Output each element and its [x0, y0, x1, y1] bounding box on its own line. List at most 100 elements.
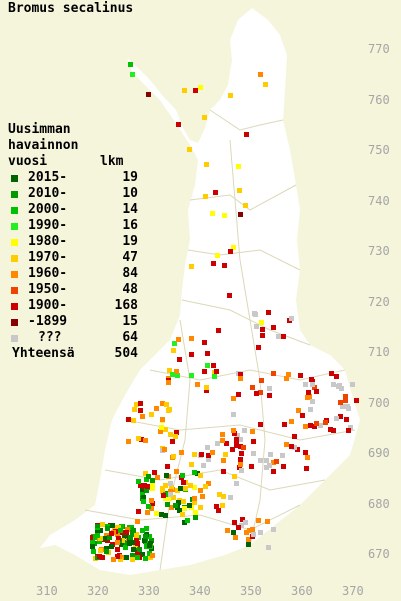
occurrence-marker: [90, 544, 95, 549]
legend-row-count: 48: [122, 282, 138, 297]
occurrence-marker: [211, 363, 216, 368]
occurrence-marker: [258, 72, 263, 77]
occurrence-marker: [338, 414, 343, 419]
occurrence-marker: [231, 396, 236, 401]
legend-swatch: [11, 239, 18, 246]
occurrence-marker: [232, 474, 237, 479]
occurrence-marker: [165, 502, 170, 507]
occurrence-marker: [306, 390, 311, 395]
x-tick-label: 310: [36, 584, 58, 598]
occurrence-marker: [131, 528, 136, 533]
occurrence-marker: [189, 264, 194, 269]
occurrence-marker: [350, 382, 355, 387]
occurrence-marker: [334, 374, 339, 379]
occurrence-marker: [146, 92, 151, 97]
occurrence-marker: [224, 441, 229, 446]
occurrence-marker: [98, 528, 103, 533]
occurrence-marker: [264, 458, 269, 463]
occurrence-marker: [149, 538, 154, 543]
occurrence-marker: [202, 340, 207, 345]
occurrence-marker: [354, 398, 359, 403]
occurrence-marker: [247, 528, 252, 533]
occurrence-marker: [150, 486, 155, 491]
occurrence-marker: [238, 457, 243, 462]
occurrence-marker: [138, 408, 143, 413]
legend-swatch: [11, 319, 18, 326]
occurrence-marker: [225, 528, 230, 533]
occurrence-marker: [152, 470, 157, 475]
occurrence-marker: [303, 382, 308, 387]
occurrence-marker: [154, 406, 159, 411]
occurrence-marker: [308, 423, 313, 428]
occurrence-marker: [344, 417, 349, 422]
occurrence-marker: [174, 469, 179, 474]
legend-row: ??? 64: [8, 330, 138, 346]
occurrence-marker: [150, 501, 155, 506]
occurrence-marker: [331, 428, 336, 433]
legend-row: 1970- 47: [8, 250, 138, 266]
occurrence-marker: [244, 530, 249, 535]
occurrence-marker: [125, 527, 130, 532]
y-tick-label: 730: [368, 244, 390, 258]
occurrence-marker: [337, 383, 342, 388]
occurrence-marker: [231, 530, 236, 535]
occurrence-marker: [267, 463, 272, 468]
occurrence-marker: [195, 382, 200, 387]
occurrence-marker: [238, 444, 243, 449]
occurrence-marker: [119, 524, 124, 529]
legend-row: 2010- 10: [8, 186, 138, 202]
occurrence-marker: [144, 544, 149, 549]
region-border: [104, 469, 326, 491]
occurrence-marker: [221, 494, 226, 499]
occurrence-marker: [141, 495, 146, 500]
occurrence-marker: [254, 391, 259, 396]
occurrence-marker: [210, 450, 215, 455]
occurrence-marker: [271, 469, 276, 474]
occurrence-marker: [182, 520, 187, 525]
occurrence-marker: [198, 505, 203, 510]
occurrence-marker: [271, 325, 276, 330]
occurrence-marker: [339, 386, 344, 391]
occurrence-marker: [176, 122, 181, 127]
occurrence-marker: [231, 428, 236, 433]
occurrence-marker: [144, 488, 149, 493]
occurrence-marker: [201, 463, 206, 468]
occurrence-marker: [181, 499, 186, 504]
occurrence-marker: [97, 554, 102, 559]
occurrence-marker: [180, 512, 185, 517]
legend-row-label: 1980-: [28, 234, 68, 249]
legend-row: 2000- 14: [8, 202, 138, 218]
occurrence-marker: [135, 541, 140, 546]
occurrence-marker: [189, 336, 194, 341]
y-tick-label: 680: [368, 496, 390, 511]
occurrence-marker: [246, 537, 251, 542]
occurrence-marker: [149, 506, 154, 511]
occurrence-marker: [240, 517, 245, 522]
occurrence-marker: [305, 395, 310, 400]
occurrence-marker: [259, 378, 264, 383]
occurrence-marker: [155, 475, 160, 480]
occurrence-marker: [239, 451, 244, 456]
legend-row-count: 10: [122, 186, 138, 201]
occurrence-marker: [211, 261, 216, 266]
occurrence-marker: [116, 525, 121, 530]
occurrence-marker: [189, 462, 194, 467]
occurrence-marker: [246, 542, 251, 547]
occurrence-marker: [171, 495, 176, 500]
occurrence-marker: [124, 530, 129, 535]
occurrence-marker: [138, 483, 143, 488]
occurrence-marker: [238, 437, 243, 442]
legend-row-label: 2015-: [28, 170, 68, 185]
occurrence-marker: [328, 427, 333, 432]
region-border: [149, 369, 346, 381]
occurrence-marker: [147, 534, 152, 539]
occurrence-marker: [217, 492, 222, 497]
occurrence-marker: [90, 535, 95, 540]
y-tick-label: 760: [368, 92, 390, 107]
occurrence-marker: [130, 540, 135, 545]
legend-row-count: 64: [122, 330, 138, 345]
occurrence-marker: [104, 546, 109, 551]
occurrence-marker: [258, 390, 263, 395]
legend-row-label: 1970-: [28, 250, 68, 265]
occurrence-marker: [138, 401, 143, 406]
